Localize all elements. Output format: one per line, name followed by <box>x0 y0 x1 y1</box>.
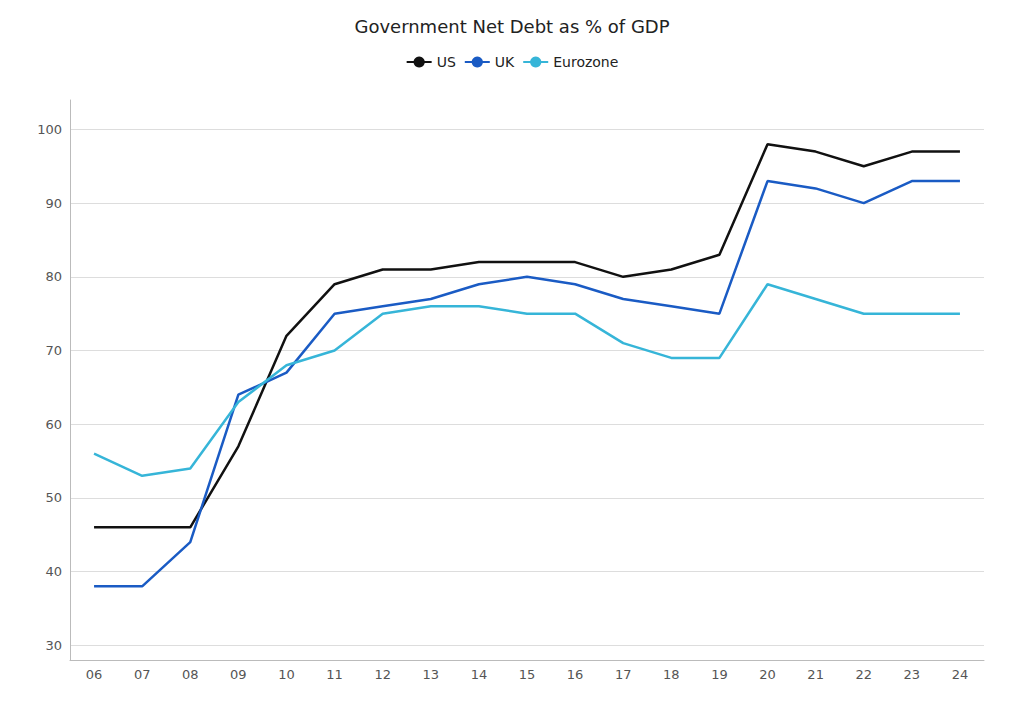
svg-text:12: 12 <box>374 667 391 682</box>
svg-text:70: 70 <box>45 343 62 358</box>
svg-text:14: 14 <box>471 667 488 682</box>
svg-text:Government Net Debt as % of GD: Government Net Debt as % of GDP <box>354 16 669 37</box>
svg-text:US: US <box>437 54 456 70</box>
svg-text:23: 23 <box>904 667 921 682</box>
svg-text:80: 80 <box>45 269 62 284</box>
svg-text:30: 30 <box>45 638 62 653</box>
svg-text:06: 06 <box>86 667 103 682</box>
svg-text:90: 90 <box>45 196 62 211</box>
svg-text:100: 100 <box>37 122 62 137</box>
svg-text:24: 24 <box>952 667 969 682</box>
svg-text:22: 22 <box>855 667 872 682</box>
svg-text:21: 21 <box>807 667 824 682</box>
svg-text:18: 18 <box>663 667 680 682</box>
svg-text:09: 09 <box>230 667 247 682</box>
svg-text:UK: UK <box>495 54 515 70</box>
svg-text:08: 08 <box>182 667 199 682</box>
svg-text:50: 50 <box>45 490 62 505</box>
svg-text:15: 15 <box>519 667 536 682</box>
svg-text:40: 40 <box>45 564 62 579</box>
svg-text:Eurozone: Eurozone <box>553 54 618 70</box>
svg-text:10: 10 <box>278 667 295 682</box>
svg-text:16: 16 <box>567 667 584 682</box>
svg-text:20: 20 <box>759 667 776 682</box>
svg-text:17: 17 <box>615 667 632 682</box>
svg-text:13: 13 <box>423 667 440 682</box>
svg-text:11: 11 <box>326 667 343 682</box>
svg-text:60: 60 <box>45 417 62 432</box>
svg-text:07: 07 <box>134 667 151 682</box>
svg-text:19: 19 <box>711 667 728 682</box>
